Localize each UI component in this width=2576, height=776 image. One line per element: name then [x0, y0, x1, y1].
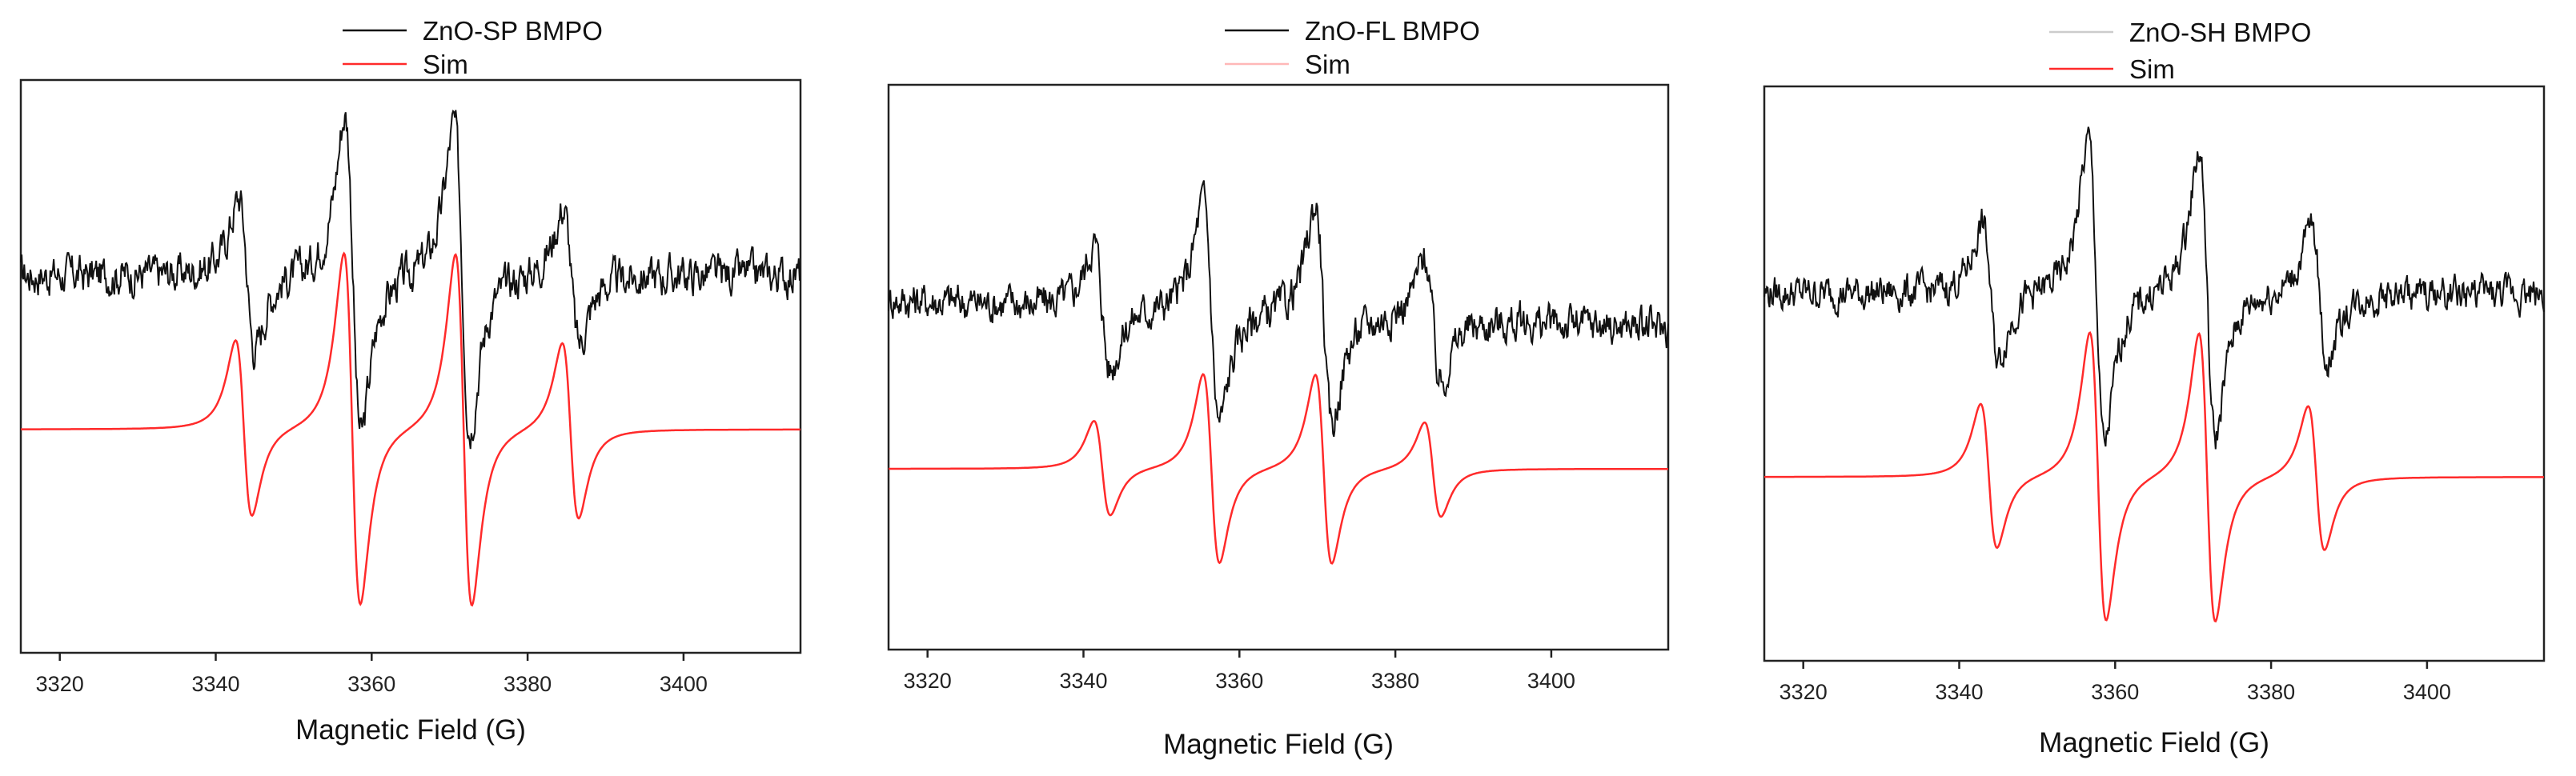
x-axis-right: 3320 3340 3360 3380 3400	[1780, 661, 2451, 704]
tick-label-right-3400: 3400	[2403, 680, 2451, 704]
tick-label-middle-3320: 3320	[904, 669, 952, 693]
series-exp-right	[1763, 126, 2545, 450]
tick-label-left-3360: 3360	[347, 672, 395, 696]
panel-right: ZnO-SH BMPO Sim 3320 3340 3360 3380 3400…	[1763, 18, 2546, 758]
tick-label-middle-3400: 3400	[1527, 669, 1575, 693]
legend-left: ZnO-SP BMPO Sim	[343, 16, 603, 79]
tick-label-right-3320: 3320	[1780, 680, 1828, 704]
panel-left: ZnO-SP BMPO Sim 3320 3340 3360 3380 3400…	[19, 16, 802, 746]
x-axis-left: 3320 3340 3360 3380 3400	[36, 653, 708, 696]
legend-label-sim-left: Sim	[423, 50, 468, 79]
tick-label-left-3400: 3400	[660, 672, 708, 696]
x-axis-middle: 3320 3340 3360 3380 3400	[904, 650, 1575, 693]
legend-label-exp-right: ZnO-SH BMPO	[2129, 18, 2311, 47]
legend-label-exp-middle: ZnO-FL BMPO	[1305, 16, 1480, 46]
legend-label-sim-middle: Sim	[1305, 50, 1350, 79]
panel-middle: ZnO-FL BMPO Sim 3320 3340 3360 3380 3400…	[887, 16, 1670, 760]
x-axis-title-middle: Magnetic Field (G)	[1163, 729, 1394, 760]
plot-frame-right	[1763, 85, 2546, 662]
series-exp-middle	[888, 180, 1669, 438]
x-axis-title-left: Magnetic Field (G)	[295, 714, 526, 746]
tick-label-right-3360: 3360	[2091, 680, 2139, 704]
series-sim-middle	[889, 373, 1668, 565]
tick-label-left-3380: 3380	[504, 672, 552, 696]
tick-label-middle-3360: 3360	[1215, 669, 1263, 693]
tick-label-left-3340: 3340	[191, 672, 239, 696]
tick-label-middle-3340: 3340	[1059, 669, 1107, 693]
tick-label-right-3340: 3340	[1935, 680, 1983, 704]
legend-label-exp-left: ZnO-SP BMPO	[423, 16, 603, 46]
plot-frame-left	[19, 78, 802, 654]
plot-frame-middle	[887, 83, 1670, 651]
legend-right: ZnO-SH BMPO Sim	[2049, 18, 2311, 84]
legend-middle: ZnO-FL BMPO Sim	[1225, 16, 1480, 79]
x-axis-title-right: Magnetic Field (G)	[2039, 727, 2269, 758]
legend-label-sim-right: Sim	[2129, 54, 2175, 84]
tick-label-middle-3380: 3380	[1371, 669, 1419, 693]
series-exp-left	[20, 109, 801, 450]
series-sim-left	[21, 251, 800, 607]
series-sim-right	[1764, 330, 2544, 623]
tick-label-right-3380: 3380	[2247, 680, 2295, 704]
tick-label-left-3320: 3320	[36, 672, 84, 696]
